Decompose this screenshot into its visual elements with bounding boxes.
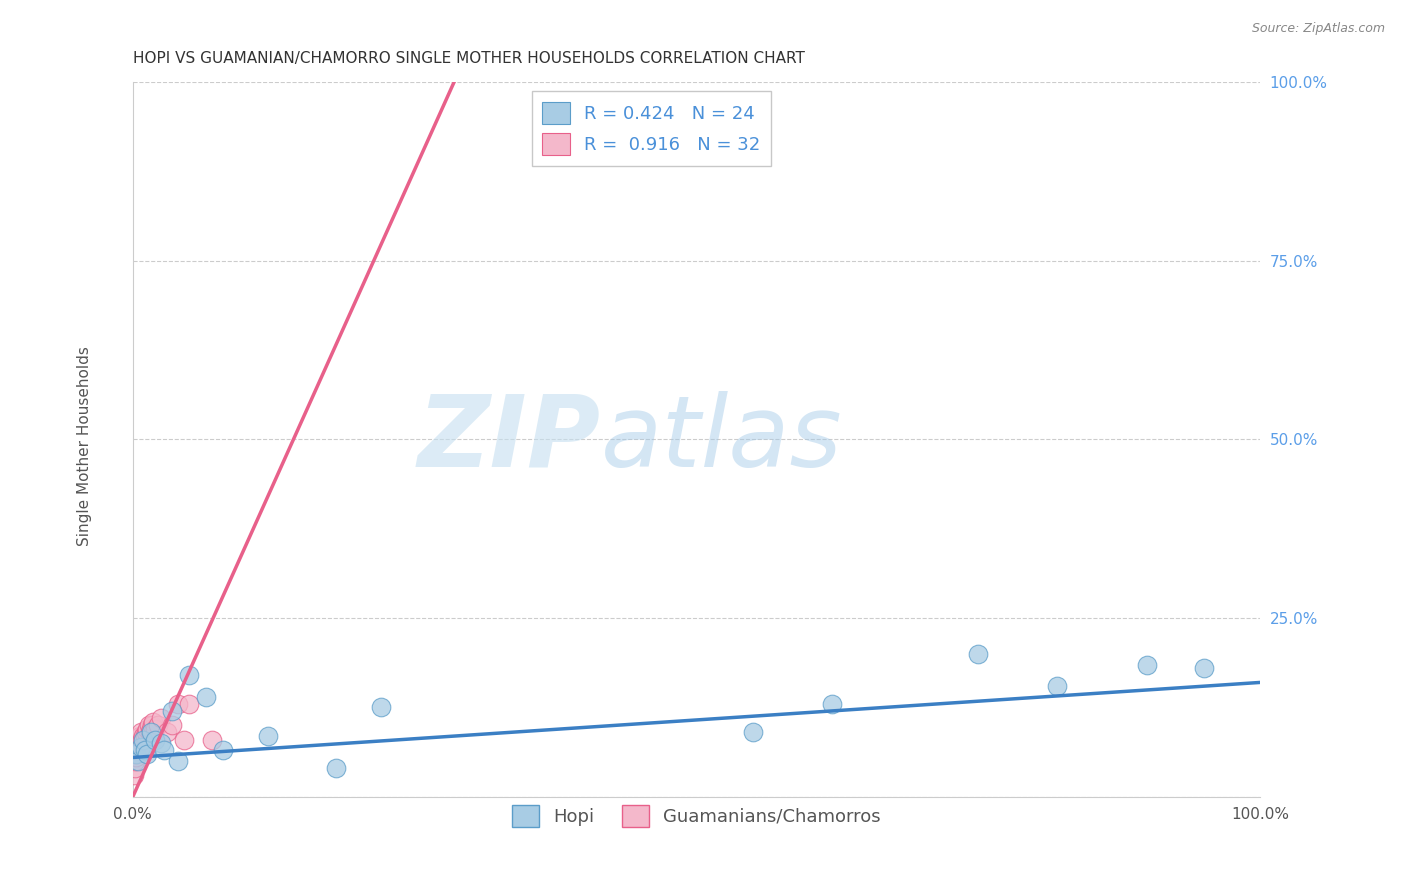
Point <box>162 704 184 718</box>
Point <box>135 725 157 739</box>
Point <box>134 743 156 757</box>
Point <box>201 732 224 747</box>
Point <box>138 725 160 739</box>
Text: Source: ZipAtlas.com: Source: ZipAtlas.com <box>1251 22 1385 36</box>
Point <box>370 700 392 714</box>
Point <box>131 732 153 747</box>
Point <box>128 729 150 743</box>
Point <box>167 697 190 711</box>
Point <box>139 722 162 736</box>
Point <box>122 768 145 782</box>
Point <box>127 743 149 757</box>
Point <box>1136 657 1159 672</box>
Point <box>1192 661 1215 675</box>
Point <box>129 739 152 754</box>
Point <box>257 729 280 743</box>
Point <box>162 718 184 732</box>
Point <box>143 722 166 736</box>
Point <box>141 718 163 732</box>
Point <box>136 722 159 736</box>
Point <box>124 761 146 775</box>
Point <box>195 690 218 704</box>
Point <box>128 732 150 747</box>
Point <box>173 732 195 747</box>
Point <box>132 732 155 747</box>
Point <box>1046 679 1069 693</box>
Point <box>139 725 162 739</box>
Point <box>179 697 201 711</box>
Point <box>179 668 201 682</box>
Point <box>967 647 990 661</box>
Point <box>153 743 176 757</box>
Point <box>125 750 148 764</box>
Text: HOPI VS GUAMANIAN/CHAMORRO SINGLE MOTHER HOUSEHOLDS CORRELATION CHART: HOPI VS GUAMANIAN/CHAMORRO SINGLE MOTHER… <box>132 51 804 66</box>
Text: atlas: atlas <box>600 391 842 488</box>
Point <box>134 729 156 743</box>
Point <box>127 754 149 768</box>
Point <box>149 711 172 725</box>
Point <box>146 718 169 732</box>
Point <box>143 732 166 747</box>
Point <box>741 725 763 739</box>
Legend: Hopi, Guamanians/Chamorros: Hopi, Guamanians/Chamorros <box>505 797 889 834</box>
Point <box>124 754 146 768</box>
Point <box>132 743 155 757</box>
Point <box>125 747 148 761</box>
Point <box>149 736 172 750</box>
Point <box>156 725 179 739</box>
Point <box>142 714 165 729</box>
Text: ZIP: ZIP <box>418 391 600 488</box>
Point <box>138 718 160 732</box>
Point <box>212 743 235 757</box>
Point <box>125 747 148 761</box>
Point <box>132 729 155 743</box>
Point <box>821 697 844 711</box>
Point <box>127 739 149 754</box>
Text: Single Mother Households: Single Mother Households <box>77 346 93 546</box>
Point <box>127 736 149 750</box>
Point <box>129 725 152 739</box>
Point <box>167 754 190 768</box>
Point <box>127 739 149 754</box>
Point <box>325 761 347 775</box>
Point <box>136 747 159 761</box>
